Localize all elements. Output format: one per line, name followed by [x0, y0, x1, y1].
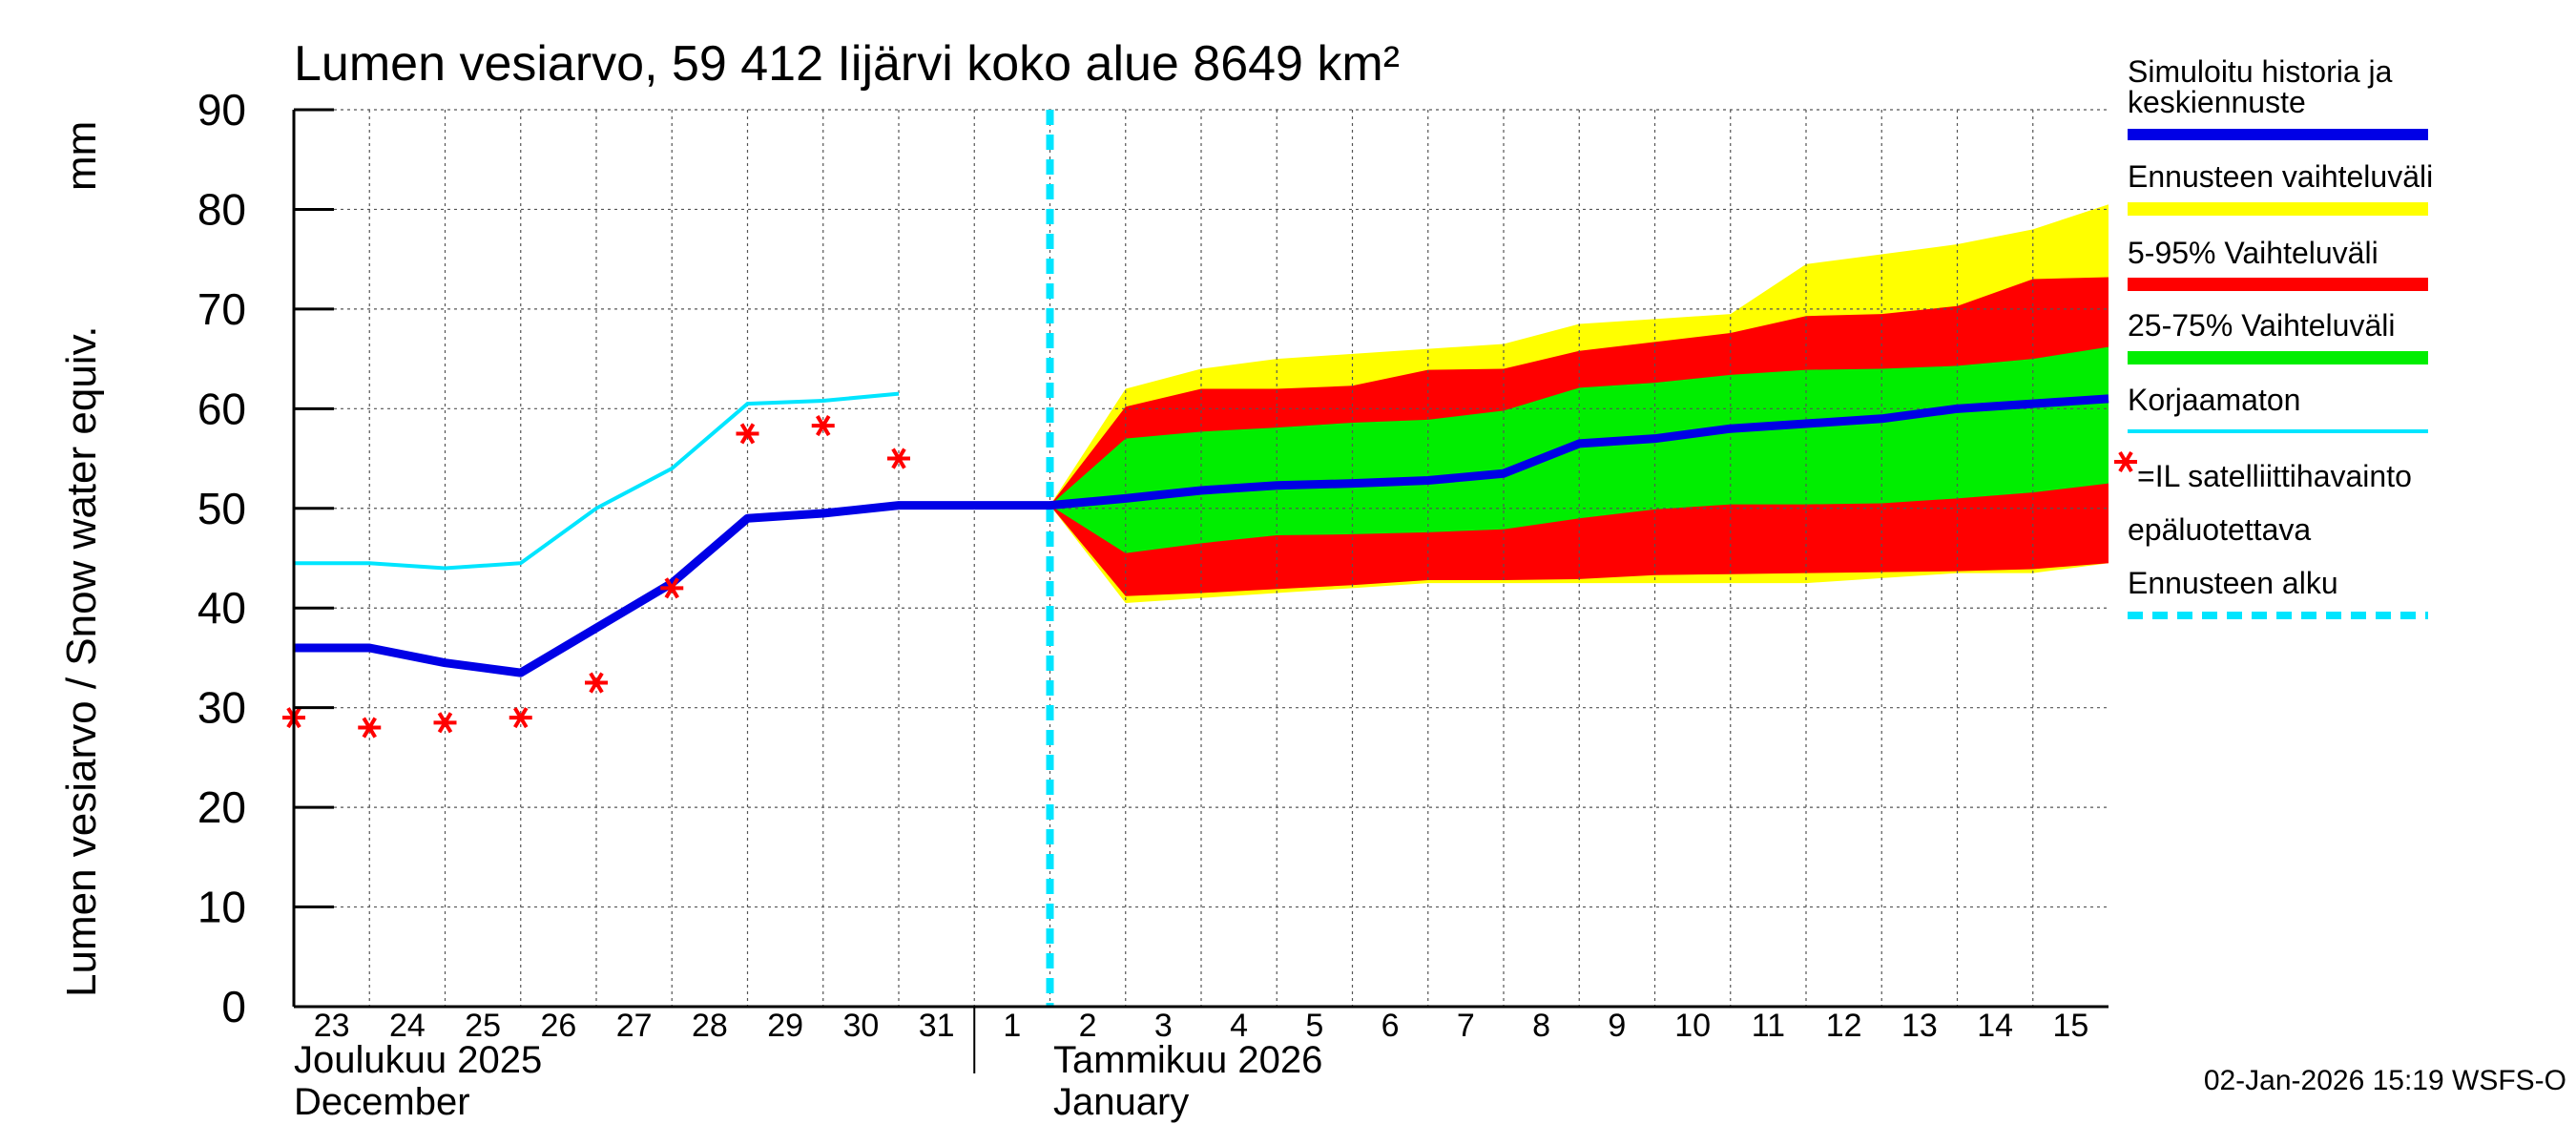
y-tick-label: 50: [197, 484, 246, 533]
legend-label-25-75: 25-75% Vaihteluväli: [2128, 308, 2395, 343]
series-uncorrected-line: [294, 391, 900, 571]
legend-label-forecast-start: Ennusteen alku: [2128, 566, 2338, 600]
band-25-75: [1049, 346, 2109, 553]
x-tick-label: 12: [1826, 1008, 1862, 1044]
x-tick-labels: 23 24 25 26 27 28 29 30 31 1 2 3 4 5 6 7 8 9 10 11 12 13 14 15: [314, 1008, 2089, 1044]
x-tick-label: 30: [842, 1008, 879, 1044]
x-tick-label: 25: [465, 1008, 501, 1044]
y-tick-label: 40: [197, 583, 246, 633]
y-tick-label: 30: [197, 683, 246, 733]
y-tick-label: 60: [197, 384, 246, 433]
legend-label-range: Ennusteen vaihteluväli: [2128, 159, 2433, 194]
x-tick-label: 26: [540, 1008, 576, 1044]
y-tick-labels: 0 10 20 30 40 50 60 70 80 90: [197, 85, 246, 1031]
satellite-observation-point: [585, 672, 608, 694]
x-tick-label: 11: [1752, 1008, 1785, 1044]
x-tick-label: 6: [1381, 1008, 1400, 1044]
y-tick-label: 70: [197, 284, 246, 334]
legend-label-simulated-line1: Simuloitu historia ja: [2128, 54, 2393, 89]
x-tick-label: 1: [1003, 1008, 1021, 1044]
y-tick-label: 20: [197, 782, 246, 832]
satellite-observation-point: [433, 712, 457, 734]
x-tick-label: 28: [692, 1008, 728, 1044]
x-tick-label: 15: [2052, 1008, 2088, 1044]
chart-title: Lumen vesiarvo, 59 412 Iijärvi koko alue…: [294, 36, 1400, 92]
satellite-observation-point: [887, 448, 910, 469]
x-tick-label: 10: [1674, 1008, 1711, 1044]
y-tick-label: 90: [197, 85, 246, 135]
x-tick-label: 29: [767, 1008, 803, 1044]
x-tick-label: 4: [1230, 1008, 1248, 1044]
satellite-observation-point: [660, 577, 684, 599]
x-tick-label: 7: [1457, 1008, 1475, 1044]
satellite-observation-point: [509, 707, 532, 729]
x-tick-label: 3: [1154, 1008, 1173, 1044]
y-tick-label: 80: [197, 184, 246, 234]
axes: [292, 108, 2109, 1073]
y-axis-unit: mm: [58, 121, 105, 191]
x-tick-label: 27: [616, 1008, 653, 1044]
footer-timestamp: 02-Jan-2026 15:19 WSFS-O: [2204, 1065, 2566, 1096]
legend-label-simulated-line2: keskiennuste: [2128, 85, 2306, 119]
satellite-observation-point: [736, 423, 759, 445]
y-tick-label: 0: [221, 982, 246, 1031]
y-axis-label: Lumen vesiarvo / Snow water equiv.: [58, 325, 105, 997]
x-tick-label: 8: [1532, 1008, 1550, 1044]
x-tick-label: 13: [1901, 1008, 1938, 1044]
legend-label-uncorrected: Korjaamaton: [2128, 383, 2300, 417]
legend-label-satellite-line1: =IL satelliittihavainto: [2137, 459, 2412, 493]
x-tick-label: 5: [1305, 1008, 1323, 1044]
month-label-january-line1: Tammikuu 2026: [1053, 1039, 1322, 1081]
x-tick-label: 23: [314, 1008, 350, 1044]
x-tick-label: 31: [919, 1008, 955, 1044]
legend-label-satellite-line2: epäluotettava: [2128, 512, 2311, 547]
month-label-december-line1: Joulukuu 2025: [294, 1039, 542, 1081]
satellite-observation-point: [358, 717, 382, 739]
x-tick-label: 2: [1079, 1008, 1097, 1044]
month-label-january-line2: January: [1053, 1081, 1189, 1123]
legend-asterisk-icon: [2114, 450, 2137, 473]
month-label-december-line2: December: [294, 1081, 470, 1123]
x-tick-label: 24: [389, 1008, 426, 1044]
series-simulated-line: [294, 394, 2109, 677]
y-tick-label: 10: [197, 883, 246, 932]
x-tick-label: 14: [1977, 1008, 2013, 1044]
legend-label-5-95: 5-95% Vaihteluväli: [2128, 236, 2379, 270]
series-lines: [294, 110, 2109, 1007]
satellite-observation-point: [811, 415, 835, 437]
legend: Simuloitu historia ja keskiennuste Ennus…: [2114, 54, 2433, 619]
x-tick-label: 9: [1608, 1008, 1626, 1044]
